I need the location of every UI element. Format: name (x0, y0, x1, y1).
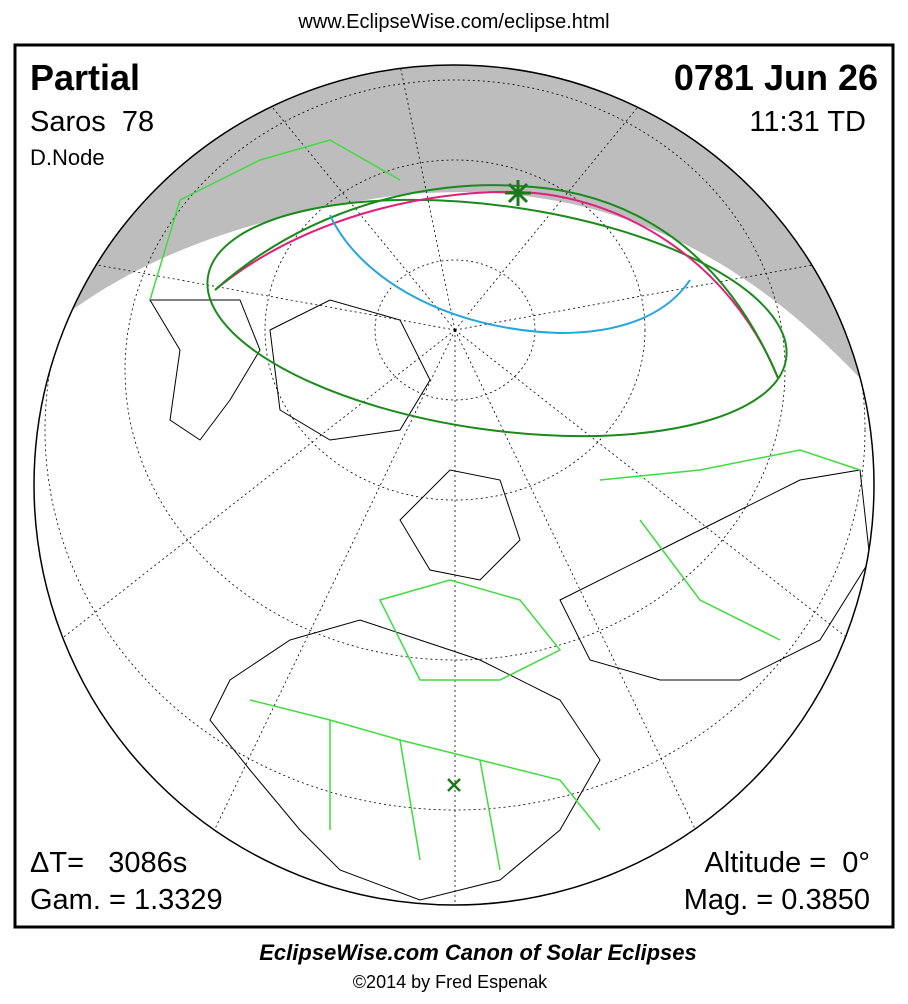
gamma: Gam. = 1.3329 (30, 884, 223, 916)
footer-title: EclipseWise.com Canon of Solar Eclipses (259, 940, 697, 965)
penumbra-limit (206, 198, 788, 438)
borders (149, 139, 861, 871)
delta-t: ΔT= 3086s (30, 847, 187, 879)
globe (34, 65, 874, 905)
url: www.EclipseWise.com/eclipse.html (297, 11, 609, 33)
magnitude: Mag. = 0.3850 (684, 884, 870, 916)
altitude: Altitude = 0° (704, 847, 870, 879)
saros: Saros 78 (30, 106, 154, 138)
greatest-eclipse-marker (505, 180, 531, 206)
graticule (44, 65, 866, 905)
frame (13, 43, 895, 929)
eclipse-time: 11:31 TD (749, 106, 866, 138)
night-region (34, 65, 874, 400)
sunrise-curve (329, 214, 691, 335)
coastlines (149, 299, 871, 901)
eclipse-date: 0781 Jun 26 (674, 57, 878, 98)
globe-outline (33, 64, 875, 906)
subsolar-marker (447, 778, 461, 792)
node: D.Node (30, 145, 105, 170)
footer-credit: ©2014 by Fred Espenak (353, 972, 548, 992)
eclipse-type: Partial (30, 57, 140, 98)
